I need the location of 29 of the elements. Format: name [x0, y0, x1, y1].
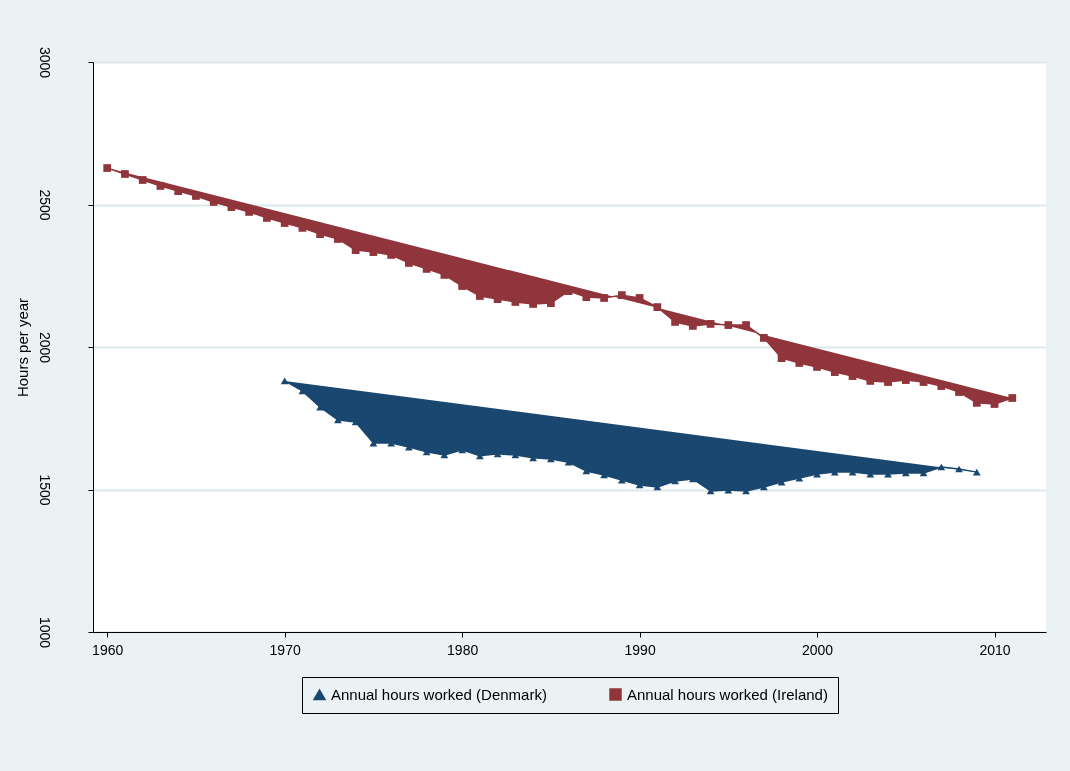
point [759, 334, 768, 342]
y-axis-title: Hours per year [13, 297, 31, 398]
point [724, 321, 733, 329]
point [103, 164, 112, 172]
x-tick-label: 1970 [269, 641, 301, 658]
x-tick-label: 2010 [979, 641, 1011, 658]
y-tick-label: 2000 [36, 331, 53, 364]
legend-label: Annual hours worked (Ireland) [627, 685, 828, 703]
x-tick-label: 1990 [624, 641, 656, 658]
point [706, 320, 715, 328]
point [937, 463, 946, 471]
point [600, 294, 608, 302]
point [138, 176, 147, 184]
x-tick-label: 2000 [801, 641, 834, 658]
point [653, 303, 662, 311]
point [156, 182, 165, 190]
y-tick-label: 3000 [36, 46, 53, 79]
y-tick-label: 1500 [36, 474, 53, 506]
point [671, 318, 679, 326]
x-tick-label: 1980 [447, 641, 479, 658]
legend-label: Annual hours worked (Denmark) [331, 685, 547, 703]
point [280, 377, 289, 385]
x-tick-label: 1960 [92, 641, 124, 658]
point [1008, 394, 1017, 402]
point [121, 170, 129, 178]
point [617, 291, 626, 299]
point [777, 354, 786, 362]
y-tick-label: 1000 [36, 616, 53, 649]
y-tick-label: 2500 [36, 189, 53, 221]
